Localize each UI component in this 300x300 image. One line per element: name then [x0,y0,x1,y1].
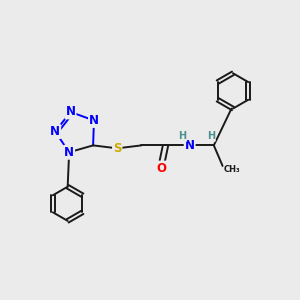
Text: N: N [89,114,99,127]
Text: S: S [113,142,122,155]
Text: N: N [185,139,195,152]
Text: H: H [207,131,215,141]
Text: O: O [156,162,166,175]
Text: N: N [50,125,60,138]
Text: H: H [178,131,186,141]
Text: N: N [65,106,76,118]
Text: CH₃: CH₃ [224,165,241,174]
Text: N: N [64,146,74,159]
